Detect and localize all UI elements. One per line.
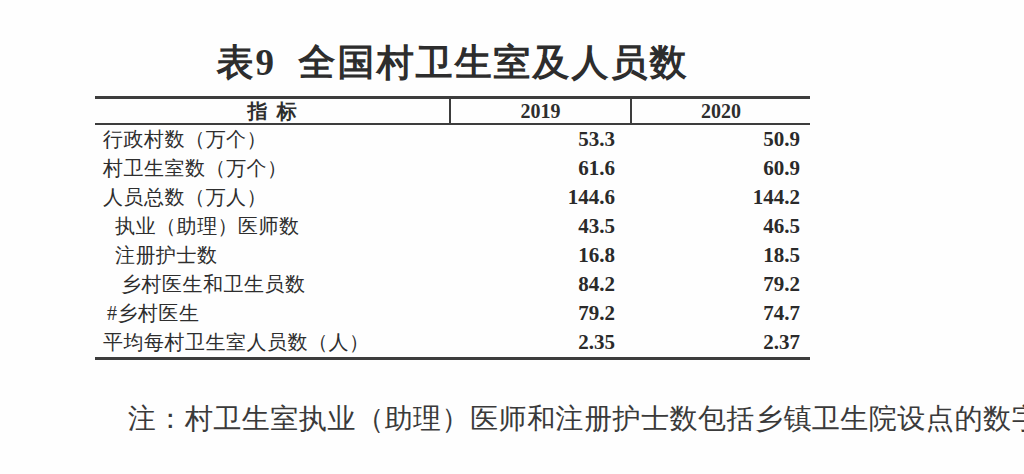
row-label: #乡村医生 xyxy=(95,300,449,327)
table-row: 平均每村卫生室人员数（人） 2.35 2.37 xyxy=(95,328,810,357)
table-title: 表9 全国村卫生室及人员数 xyxy=(95,38,810,88)
footnote: 注：村卫生室执业（助理）医师和注册护士数包括乡镇卫生院设点的数字。 xyxy=(128,400,1024,438)
row-label: 注册护士数 xyxy=(95,242,449,269)
value-2020: 50.9 xyxy=(630,127,810,152)
value-2020: 18.5 xyxy=(630,243,810,268)
value-2019: 144.6 xyxy=(449,185,630,210)
row-label: 乡村医生和卫生员数 xyxy=(95,271,449,298)
column-header-2019: 2019 xyxy=(449,99,630,123)
value-2020: 2.37 xyxy=(630,330,810,355)
row-label: 行政村数（万个） xyxy=(95,126,449,153)
document-page: 表9 全国村卫生室及人员数 指标 2019 2020 行政村数（万个） 53.3… xyxy=(0,0,1024,474)
table-row: #乡村医生 79.2 74.7 xyxy=(95,299,810,328)
value-2019: 2.35 xyxy=(449,330,630,355)
table-row: 乡村医生和卫生员数 84.2 79.2 xyxy=(95,270,810,299)
column-header-2020: 2020 xyxy=(630,99,810,123)
value-2020: 60.9 xyxy=(630,156,810,181)
column-header-indicator: 指标 xyxy=(95,99,449,123)
row-label: 村卫生室数（万个） xyxy=(95,155,449,182)
table-body: 行政村数（万个） 53.3 50.9 村卫生室数（万个） 61.6 60.9 人… xyxy=(95,125,810,357)
value-2020: 144.2 xyxy=(630,185,810,210)
value-2019: 79.2 xyxy=(449,301,630,326)
row-label: 平均每村卫生室人员数（人） xyxy=(95,329,449,356)
value-2019: 43.5 xyxy=(449,214,630,239)
village-clinic-table: 指标 2019 2020 行政村数（万个） 53.3 50.9 村卫生室数（万个… xyxy=(95,96,810,360)
table-row: 村卫生室数（万个） 61.6 60.9 xyxy=(95,154,810,183)
table-row: 注册护士数 16.8 18.5 xyxy=(95,241,810,270)
table-row: 行政村数（万个） 53.3 50.9 xyxy=(95,125,810,154)
value-2019: 16.8 xyxy=(449,243,630,268)
table-row: 人员总数（万人） 144.6 144.2 xyxy=(95,183,810,212)
value-2020: 79.2 xyxy=(630,272,810,297)
value-2019: 53.3 xyxy=(449,127,630,152)
value-2020: 46.5 xyxy=(630,214,810,239)
value-2019: 61.6 xyxy=(449,156,630,181)
value-2020: 74.7 xyxy=(630,301,810,326)
row-label: 执业（助理）医师数 xyxy=(95,213,449,240)
value-2019: 84.2 xyxy=(449,272,630,297)
table-header-row: 指标 2019 2020 xyxy=(95,99,810,125)
table-row: 执业（助理）医师数 43.5 46.5 xyxy=(95,212,810,241)
row-label: 人员总数（万人） xyxy=(95,184,449,211)
